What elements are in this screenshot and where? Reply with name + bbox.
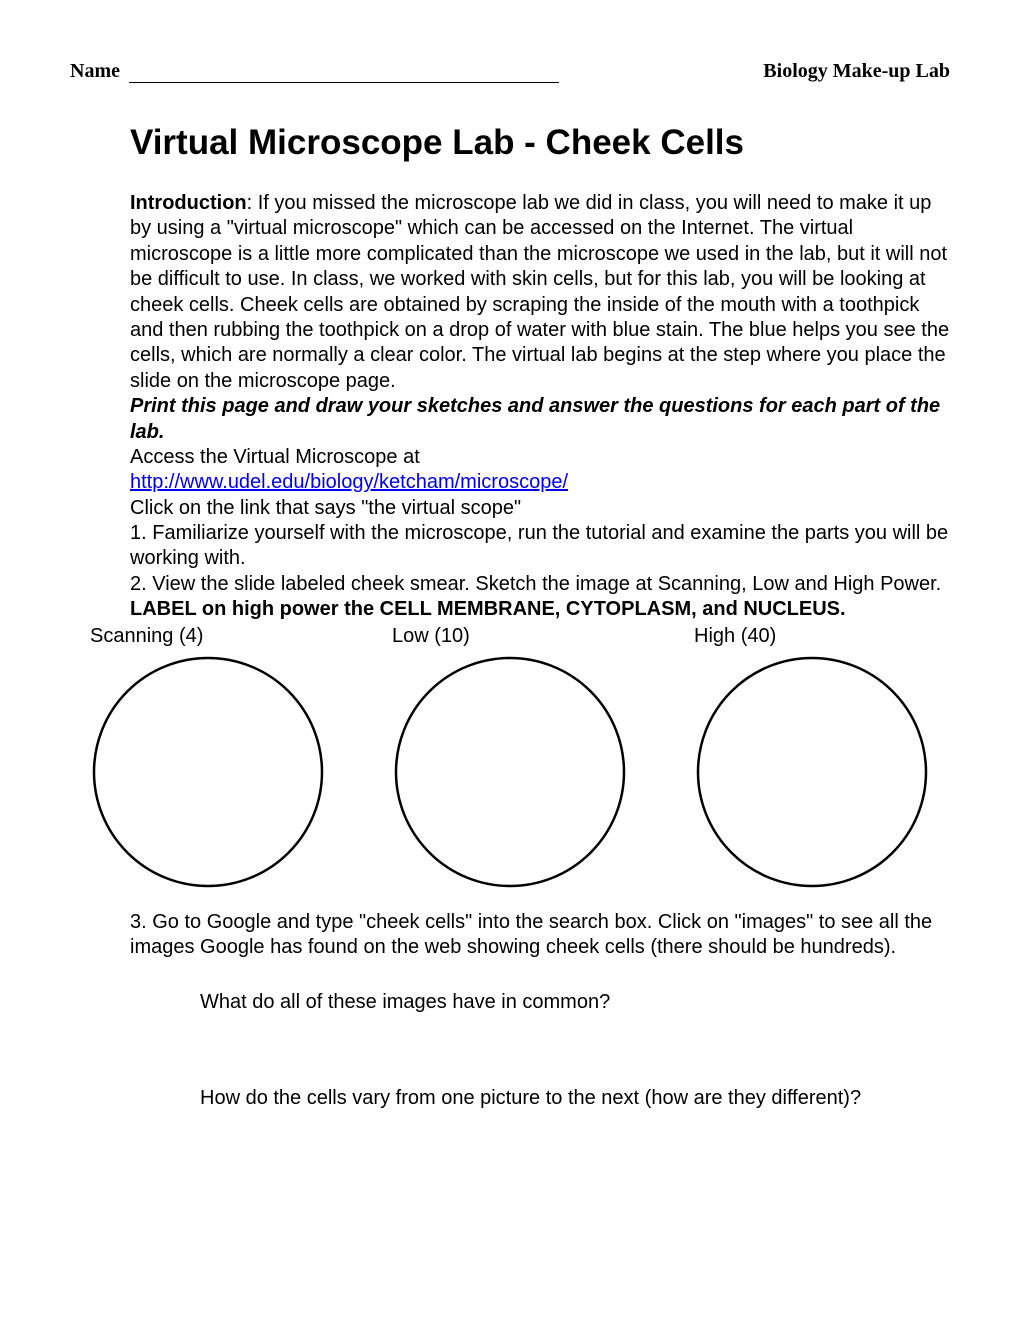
- high-circle: [694, 654, 930, 890]
- low-circle: [392, 654, 628, 890]
- scanning-column: Scanning (4): [90, 625, 326, 890]
- step-2: 2. View the slide labeled cheek smear. S…: [130, 573, 941, 595]
- scanning-label: Scanning (4): [90, 625, 203, 648]
- intro-text: : If you missed the microscope lab we di…: [130, 192, 949, 392]
- circles-row: Scanning (4) Low (10) High (40): [90, 625, 930, 890]
- microscope-link[interactable]: http://www.udel.edu/biology/ketcham/micr…: [130, 471, 568, 493]
- body-text: Introduction: If you missed the microsco…: [130, 191, 950, 623]
- print-instruction: Print this page and draw your sketches a…: [130, 395, 940, 442]
- low-column: Low (10): [392, 625, 628, 890]
- low-label: Low (10): [392, 625, 470, 648]
- high-column: High (40): [694, 625, 930, 890]
- access-line: Access the Virtual Microscope at: [130, 446, 420, 468]
- header-row: Name Biology Make-up Lab: [70, 60, 950, 83]
- name-blank-line: [129, 82, 559, 83]
- name-field: Name: [70, 60, 559, 83]
- label-line: LABEL on high power the CELL MEMBRANE, C…: [130, 598, 846, 620]
- course-label: Biology Make-up Lab: [763, 60, 950, 83]
- click-line: Click on the link that says "the virtual…: [130, 497, 521, 519]
- page-title: Virtual Microscope Lab - Cheek Cells: [130, 123, 950, 163]
- scanning-circle: [90, 654, 326, 890]
- step-3: 3. Go to Google and type "cheek cells" i…: [130, 911, 932, 958]
- content-area: Virtual Microscope Lab - Cheek Cells Int…: [70, 123, 950, 1111]
- question-2: How do the cells vary from one picture t…: [130, 1086, 950, 1111]
- page: Name Biology Make-up Lab Virtual Microsc…: [0, 0, 1020, 1320]
- questions-block: 3. Go to Google and type "cheek cells" i…: [130, 910, 950, 1112]
- question-1: What do all of these images have in comm…: [130, 990, 950, 1015]
- high-label: High (40): [694, 625, 776, 648]
- step-1: 1. Familiarize yourself with the microsc…: [130, 522, 948, 569]
- intro-label: Introduction: [130, 192, 247, 214]
- name-label: Name: [70, 60, 120, 82]
